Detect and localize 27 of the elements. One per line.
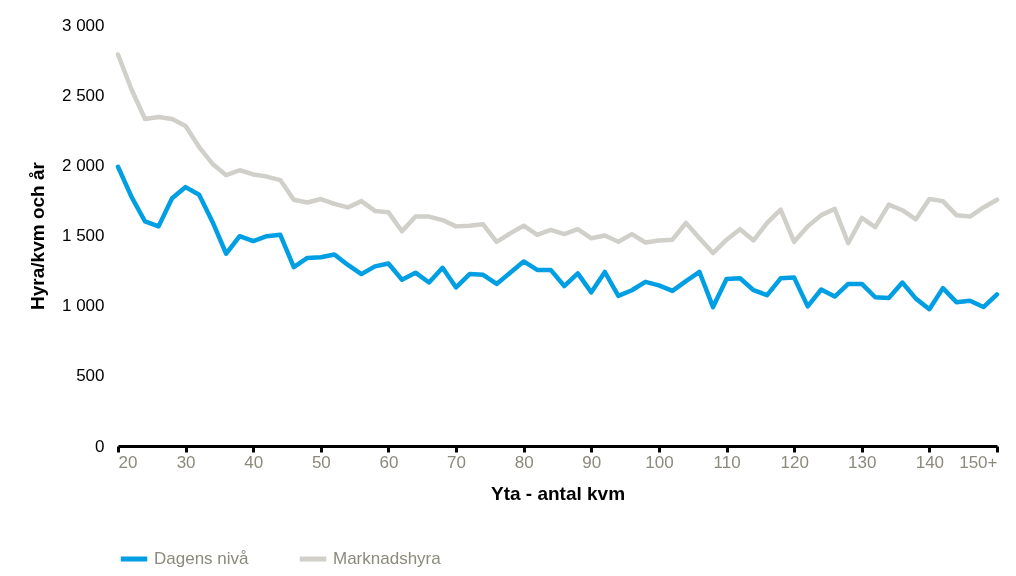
x-tick-label: 20 [118,452,138,472]
y-tick-label: 500 [76,366,105,386]
x-tick-label: 80 [514,452,534,472]
y-tick-label: 2 000 [61,155,105,175]
x-tick-label: 130 [848,452,877,472]
x-tick-label: 120 [780,452,809,472]
y-tick-label: 0 [95,436,105,456]
y-tick-label: 3 000 [61,15,105,35]
x-tick-label: 110 [713,452,741,472]
x-tick-label: 30 [176,452,196,472]
x-tick-label: 140 [915,452,945,472]
y-tick-label: 2 500 [61,85,105,105]
x-tick-label: 70 [447,452,467,472]
x-axis-title: Yta - antal kvm [490,482,626,504]
legend-label: Marknadshyra [333,549,442,568]
y-tick-label: 1 000 [61,296,105,316]
legend-label: Dagens nivå [154,549,250,568]
y-axis-title: Hyra/kvm och år [26,161,48,310]
x-tick-label: 40 [244,452,264,472]
x-tick-label: 60 [379,452,399,472]
x-tick-label: 150+ [959,452,998,472]
line-series [115,52,1000,256]
line-series [115,164,1000,312]
y-tick-label: 1 500 [61,226,105,245]
x-tick-label: 90 [582,452,602,472]
x-tick-label: 100 [645,452,674,472]
x-tick-label: 50 [311,452,331,472]
